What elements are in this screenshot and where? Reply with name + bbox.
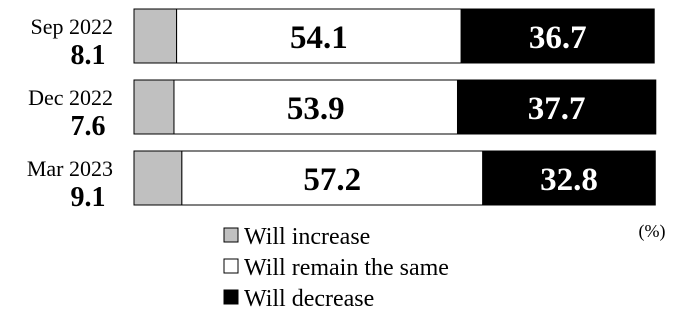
- data-label-will-increase-2: 9.1: [71, 182, 106, 213]
- bar-segment-will-remain-the-same-2: [181, 150, 484, 206]
- legend: Will increase Will remain the same Will de…: [223, 224, 449, 312]
- category-label-2: Mar 2023: [27, 156, 113, 181]
- bar-segment-will-decrease-0: [460, 8, 655, 64]
- bar-segment-will-decrease-1: [456, 79, 657, 135]
- data-label-will-increase-1: 7.6: [71, 111, 106, 142]
- category-label-0: Sep 2022: [31, 14, 114, 39]
- bar-segment-will-increase-0: [133, 8, 178, 64]
- data-label-will-remain-the-same-1: 53.9: [287, 91, 345, 127]
- data-label-will-increase-0: 8.1: [71, 40, 106, 71]
- legend-swatch-1: [223, 258, 239, 274]
- bar-segment-will-remain-the-same-0: [176, 8, 462, 64]
- legend-label-0: Will increase: [244, 224, 370, 250]
- data-label-will-decrease-1: 37.7: [528, 91, 586, 127]
- legend-swatch-0: [223, 227, 239, 243]
- bars-layer: 54.1 36.7 53.9 37.7 57.2 32.8: [133, 8, 657, 206]
- bar-segment-will-remain-the-same-1: [173, 79, 458, 135]
- unit-label: (%): [639, 221, 666, 242]
- data-label-will-decrease-2: 32.8: [540, 162, 598, 198]
- legend-label-1: Will remain the same: [244, 255, 449, 281]
- legend-swatch-2: [223, 289, 239, 305]
- category-label-1: Dec 2022: [28, 85, 113, 110]
- bar-segment-will-increase-1: [133, 79, 175, 135]
- legend-label-2: Will decrease: [244, 286, 374, 312]
- data-label-will-decrease-0: 36.7: [529, 20, 587, 56]
- data-label-will-remain-the-same-0: 54.1: [290, 20, 348, 56]
- bar-segment-will-increase-2: [133, 150, 183, 206]
- bar-segment-will-decrease-2: [482, 150, 656, 206]
- data-label-will-remain-the-same-2: 57.2: [303, 162, 361, 198]
